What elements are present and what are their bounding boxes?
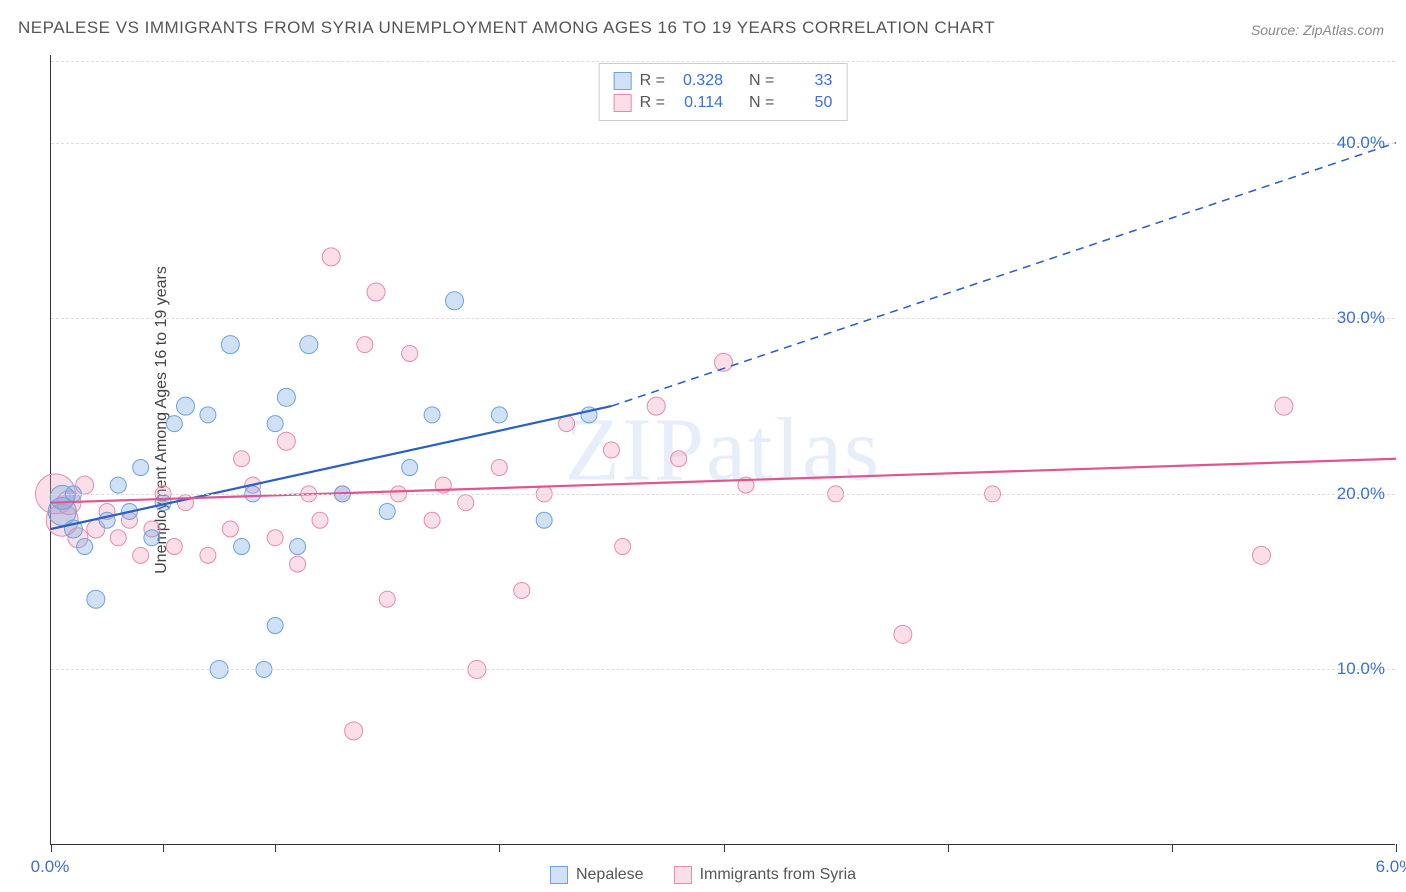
correlation-stats-box: R = 0.328 N = 33 R = 0.114 N = 50 (599, 63, 848, 121)
gridline (51, 143, 1395, 144)
swatch-syria (614, 94, 632, 112)
legend-item-nepalese: Nepalese (550, 866, 644, 884)
swatch-nepalese (614, 72, 632, 90)
data-point (367, 283, 385, 301)
series-legend: Nepalese Immigrants from Syria (550, 866, 856, 884)
r-label: R = (640, 94, 665, 112)
data-point (222, 521, 238, 537)
data-point (300, 336, 318, 354)
x-tick (1396, 844, 1397, 852)
swatch-nepalese-icon (550, 866, 568, 884)
data-point (345, 722, 363, 740)
gridline (51, 61, 1395, 62)
x-tick (163, 844, 164, 852)
data-point (144, 530, 160, 546)
x-tick (275, 844, 276, 852)
data-point (133, 460, 149, 476)
data-point (514, 582, 530, 598)
data-point (234, 539, 250, 555)
legend-item-syria: Immigrants from Syria (674, 866, 856, 884)
data-point (200, 547, 216, 563)
data-point (491, 460, 507, 476)
x-tick-label: 0.0% (31, 857, 70, 877)
x-tick (1172, 844, 1173, 852)
data-point (290, 539, 306, 555)
data-point (402, 345, 418, 361)
legend-label-syria: Immigrants from Syria (700, 866, 856, 884)
trend-line-extrapolated (611, 143, 1396, 406)
gridline (51, 669, 1395, 670)
data-point (110, 530, 126, 546)
plot-area: ZIPatlas R = 0.328 N = 33 R = 0.114 N = … (50, 55, 1395, 845)
data-point (424, 512, 440, 528)
x-tick (948, 844, 949, 852)
data-point (133, 547, 149, 563)
n-value-syria: 50 (782, 94, 832, 112)
data-point (221, 336, 239, 354)
data-point (277, 432, 295, 450)
data-point (110, 477, 126, 493)
data-point (1253, 546, 1271, 564)
n-label: N = (749, 94, 774, 112)
data-point (894, 625, 912, 643)
y-tick-label: 10.0% (1337, 659, 1385, 679)
data-point (671, 451, 687, 467)
data-point (491, 407, 507, 423)
gridline (51, 318, 1395, 319)
gridline (51, 494, 1395, 495)
stats-row-nepalese: R = 0.328 N = 33 (614, 70, 833, 92)
data-point (166, 539, 182, 555)
data-point (177, 397, 195, 415)
data-point (312, 512, 328, 528)
data-point (458, 495, 474, 511)
swatch-syria-icon (674, 866, 692, 884)
data-point (536, 512, 552, 528)
r-label: R = (640, 72, 665, 90)
x-tick (51, 844, 52, 852)
data-point (267, 530, 283, 546)
data-point (357, 337, 373, 353)
x-tick (724, 844, 725, 852)
data-point (200, 407, 216, 423)
data-point (1275, 397, 1293, 415)
data-point (77, 539, 93, 555)
data-point (603, 442, 619, 458)
data-point (402, 460, 418, 476)
data-point (166, 416, 182, 432)
data-point (424, 407, 440, 423)
y-tick-label: 20.0% (1337, 484, 1385, 504)
data-point (267, 416, 283, 432)
data-point (615, 539, 631, 555)
r-value-syria: 0.114 (673, 94, 723, 112)
y-tick-label: 40.0% (1337, 133, 1385, 153)
data-point (267, 618, 283, 634)
y-tick-label: 30.0% (1337, 308, 1385, 328)
data-point (234, 451, 250, 467)
data-point (290, 556, 306, 572)
chart-title: NEPALESE VS IMMIGRANTS FROM SYRIA UNEMPL… (18, 18, 995, 38)
data-point (446, 292, 464, 310)
stats-row-syria: R = 0.114 N = 50 (614, 92, 833, 114)
data-point (647, 397, 665, 415)
data-point (379, 591, 395, 607)
n-label: N = (749, 72, 774, 90)
x-tick (499, 844, 500, 852)
n-value-nepalese: 33 (782, 72, 832, 90)
source-attribution: Source: ZipAtlas.com (1251, 22, 1384, 38)
chart-canvas (51, 55, 1395, 844)
data-point (277, 388, 295, 406)
data-point (87, 590, 105, 608)
data-point (379, 503, 395, 519)
data-point (322, 248, 340, 266)
r-value-nepalese: 0.328 (673, 72, 723, 90)
x-tick-label: 6.0% (1376, 857, 1406, 877)
legend-label-nepalese: Nepalese (576, 866, 644, 884)
